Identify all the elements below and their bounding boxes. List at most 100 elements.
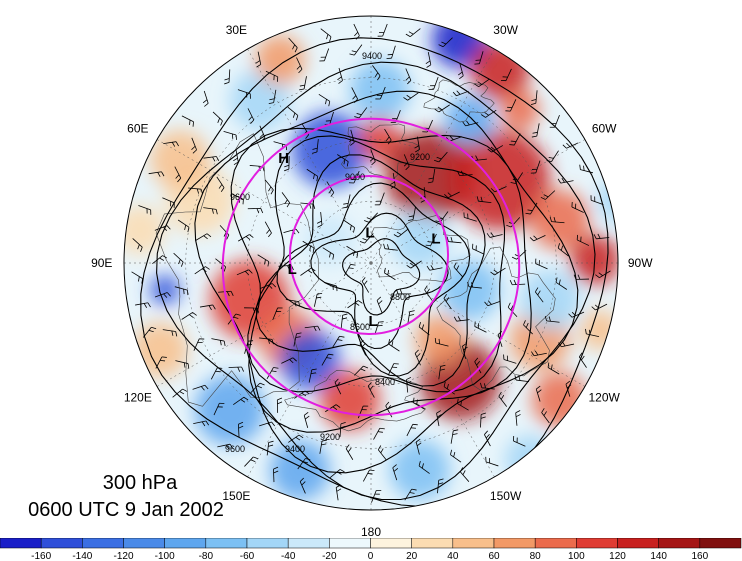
wind-barb: [457, 398, 469, 411]
wind-barb: [288, 434, 304, 443]
wind-barb: [535, 258, 548, 270]
wind-barb: [281, 357, 297, 364]
wind-barb: [265, 70, 279, 82]
contour-label: 9600: [230, 192, 250, 202]
height-contour: [156, 61, 596, 501]
wind-barb: [388, 339, 400, 352]
wind-barb: [172, 388, 188, 398]
low-center-label: L: [288, 261, 297, 278]
wind-barb: [217, 443, 234, 450]
wind-barb: [555, 277, 568, 290]
wind-barb: [562, 142, 579, 149]
highlight-circle: [288, 174, 450, 336]
wind-barb: [481, 109, 497, 118]
colorbar-box: [576, 538, 618, 549]
wind-barb: [224, 69, 231, 85]
wind-barb: [351, 87, 358, 104]
wind-barb: [490, 267, 506, 276]
wind-barb: [268, 89, 277, 105]
height-contour: [194, 90, 579, 474]
wind-barb: [427, 168, 436, 184]
wind-barb: [457, 63, 464, 80]
wind-barb: [513, 435, 526, 447]
wind-barb: [480, 382, 495, 390]
colorbar-box: [123, 538, 165, 549]
anomaly-blob: [305, 215, 355, 265]
wind-barb: [154, 225, 171, 231]
wind-barb: [324, 281, 338, 292]
colorbar-tick-label: 0: [368, 551, 374, 561]
wind-barb: [377, 445, 387, 461]
wind-barb: [485, 456, 499, 467]
colorbar-tick-label: -140: [72, 551, 92, 561]
wind-barb: [403, 154, 410, 171]
wind-barb: [438, 37, 453, 48]
wind-barb: [406, 423, 418, 437]
wind-barb: [316, 212, 323, 228]
wind-barb: [131, 271, 144, 284]
colorbar-tick-label: -160: [31, 551, 51, 561]
wind-barb: [354, 107, 368, 119]
wind-barb: [285, 299, 301, 307]
map-disc: [124, 16, 618, 510]
wind-barb: [273, 466, 279, 483]
wind-barb: [405, 68, 412, 85]
wind-barb: [281, 192, 291, 208]
wind-barb: [287, 106, 299, 121]
wind-barb: [576, 234, 590, 246]
wind-barb: [247, 208, 264, 214]
wind-barb: [193, 338, 205, 351]
wind-barb: [318, 93, 331, 107]
wind-barb: [549, 114, 560, 128]
wind-barb: [558, 341, 575, 348]
wind-barb: [505, 99, 517, 112]
map-boundary: [123, 15, 619, 511]
colorbar-tick-label: -120: [113, 551, 133, 561]
colorbar-box: [452, 538, 495, 549]
wind-barb: [216, 176, 225, 193]
wind-barb: [529, 235, 546, 242]
wind-barb: [174, 166, 182, 183]
wind-barb: [590, 195, 604, 205]
wind-barb: [414, 349, 421, 366]
colorbar-tick-label: -20: [322, 551, 337, 561]
colorbar-boxes: [0, 538, 742, 549]
wind-barb: [247, 108, 255, 124]
wind-barb: [163, 141, 179, 147]
contour-label: 9000: [345, 172, 365, 182]
anomaly-blob: [150, 275, 180, 305]
wind-barb: [591, 303, 608, 311]
colorbar-ticks: -160 -140 -120 -100 -80 -60 -40 -20 0 20 40 60 80 100…: [31, 551, 708, 561]
wind-barb: [407, 310, 415, 325]
wind-barb: [300, 267, 316, 276]
anomaly-blob: [598, 178, 618, 222]
low-center-label: L: [368, 313, 377, 330]
wind-barb: [438, 364, 446, 380]
wind-barb: [418, 321, 430, 336]
wind-barb: [347, 300, 363, 309]
wind-barb: [374, 321, 384, 335]
wind-barb: [375, 86, 386, 100]
wind-barb: [476, 196, 492, 204]
wind-barb: [474, 357, 482, 374]
wind-barb: [509, 133, 521, 146]
wind-barb: [384, 267, 396, 281]
wind-barb: [433, 151, 448, 163]
wind-barb: [362, 469, 375, 482]
wind-barb: [393, 228, 409, 238]
wind-barb: [202, 90, 209, 107]
colorbar-tick-label: 160: [691, 551, 708, 561]
wind-barb: [264, 221, 272, 238]
height-contour: [230, 127, 532, 433]
wind-barb: [525, 202, 538, 215]
wind-barb: [339, 422, 346, 437]
wind-barb: [374, 192, 385, 206]
wind-barb: [259, 337, 274, 345]
colorbar-box: [699, 538, 742, 549]
time-title: 0600 UTC 9 Jan 2002: [28, 499, 224, 521]
wind-barb: [162, 197, 175, 208]
longitude-label: 30W: [493, 23, 518, 37]
wind-barb: [405, 28, 421, 37]
wind-barb: [434, 337, 449, 347]
wind-barb: [392, 464, 399, 481]
